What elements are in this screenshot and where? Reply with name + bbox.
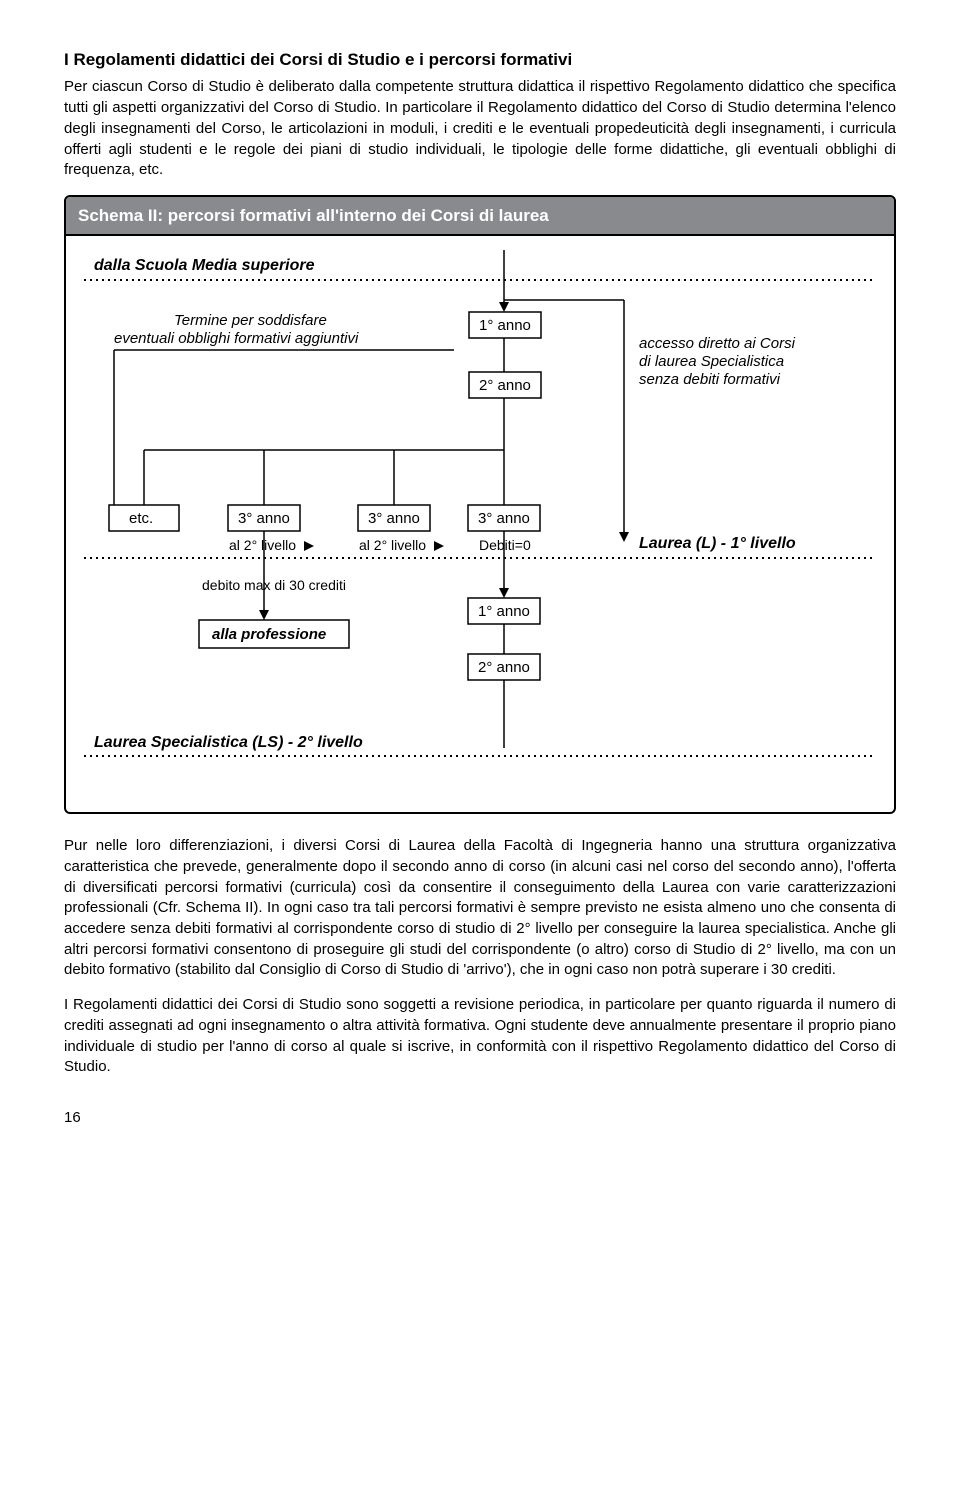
schema-diagram: dalla Scuola Media superiore Termine per… (84, 250, 874, 790)
label-laurea-l: Laurea (L) - 1° livello (639, 535, 796, 552)
label-al2liv-b: al 2° livello (359, 537, 426, 553)
box-3anno-b: 3° anno (368, 510, 420, 527)
box-etc: etc. (129, 510, 153, 527)
schema-container: Schema II: percorsi formativi all'intern… (64, 195, 896, 814)
page-number: 16 (64, 1108, 896, 1129)
label-laurea-ls: Laurea Specialistica (LS) - 2° livello (94, 734, 363, 751)
box-1anno-low: 1° anno (478, 603, 530, 620)
label-termine-1: Termine per soddisfare (174, 312, 327, 329)
label-termine-2: eventuali obblighi formativi aggiuntivi (114, 330, 359, 347)
paragraph-2: Pur nelle loro differenziazioni, i diver… (64, 836, 896, 981)
label-accesso-2: di laurea Specialistica (639, 353, 784, 370)
box-alla-prof: alla professione (212, 626, 326, 643)
label-accesso-3: senza debiti formativi (639, 371, 781, 388)
paragraph-3: I Regolamenti didattici dei Corsi di Stu… (64, 995, 896, 1078)
box-3anno-c: 3° anno (478, 510, 530, 527)
box-3anno-a: 3° anno (238, 510, 290, 527)
section-heading: I Regolamenti didattici dei Corsi di Stu… (64, 48, 896, 71)
label-al2liv-a: al 2° livello (229, 537, 296, 553)
label-dalla-scuola: dalla Scuola Media superiore (94, 257, 315, 274)
schema-title: Schema II: percorsi formativi all'intern… (66, 197, 894, 236)
box-2anno-top: 2° anno (479, 377, 531, 394)
paragraph-1: Per ciascun Corso di Studio è deliberato… (64, 77, 896, 180)
label-debito-max: debito max di 30 crediti (202, 577, 346, 593)
box-2anno-low: 2° anno (478, 659, 530, 676)
label-debiti0: Debiti=0 (479, 537, 531, 553)
schema-body: dalla Scuola Media superiore Termine per… (66, 236, 894, 812)
label-accesso-1: accesso diretto ai Corsi (639, 335, 796, 352)
box-1anno-top: 1° anno (479, 317, 531, 334)
